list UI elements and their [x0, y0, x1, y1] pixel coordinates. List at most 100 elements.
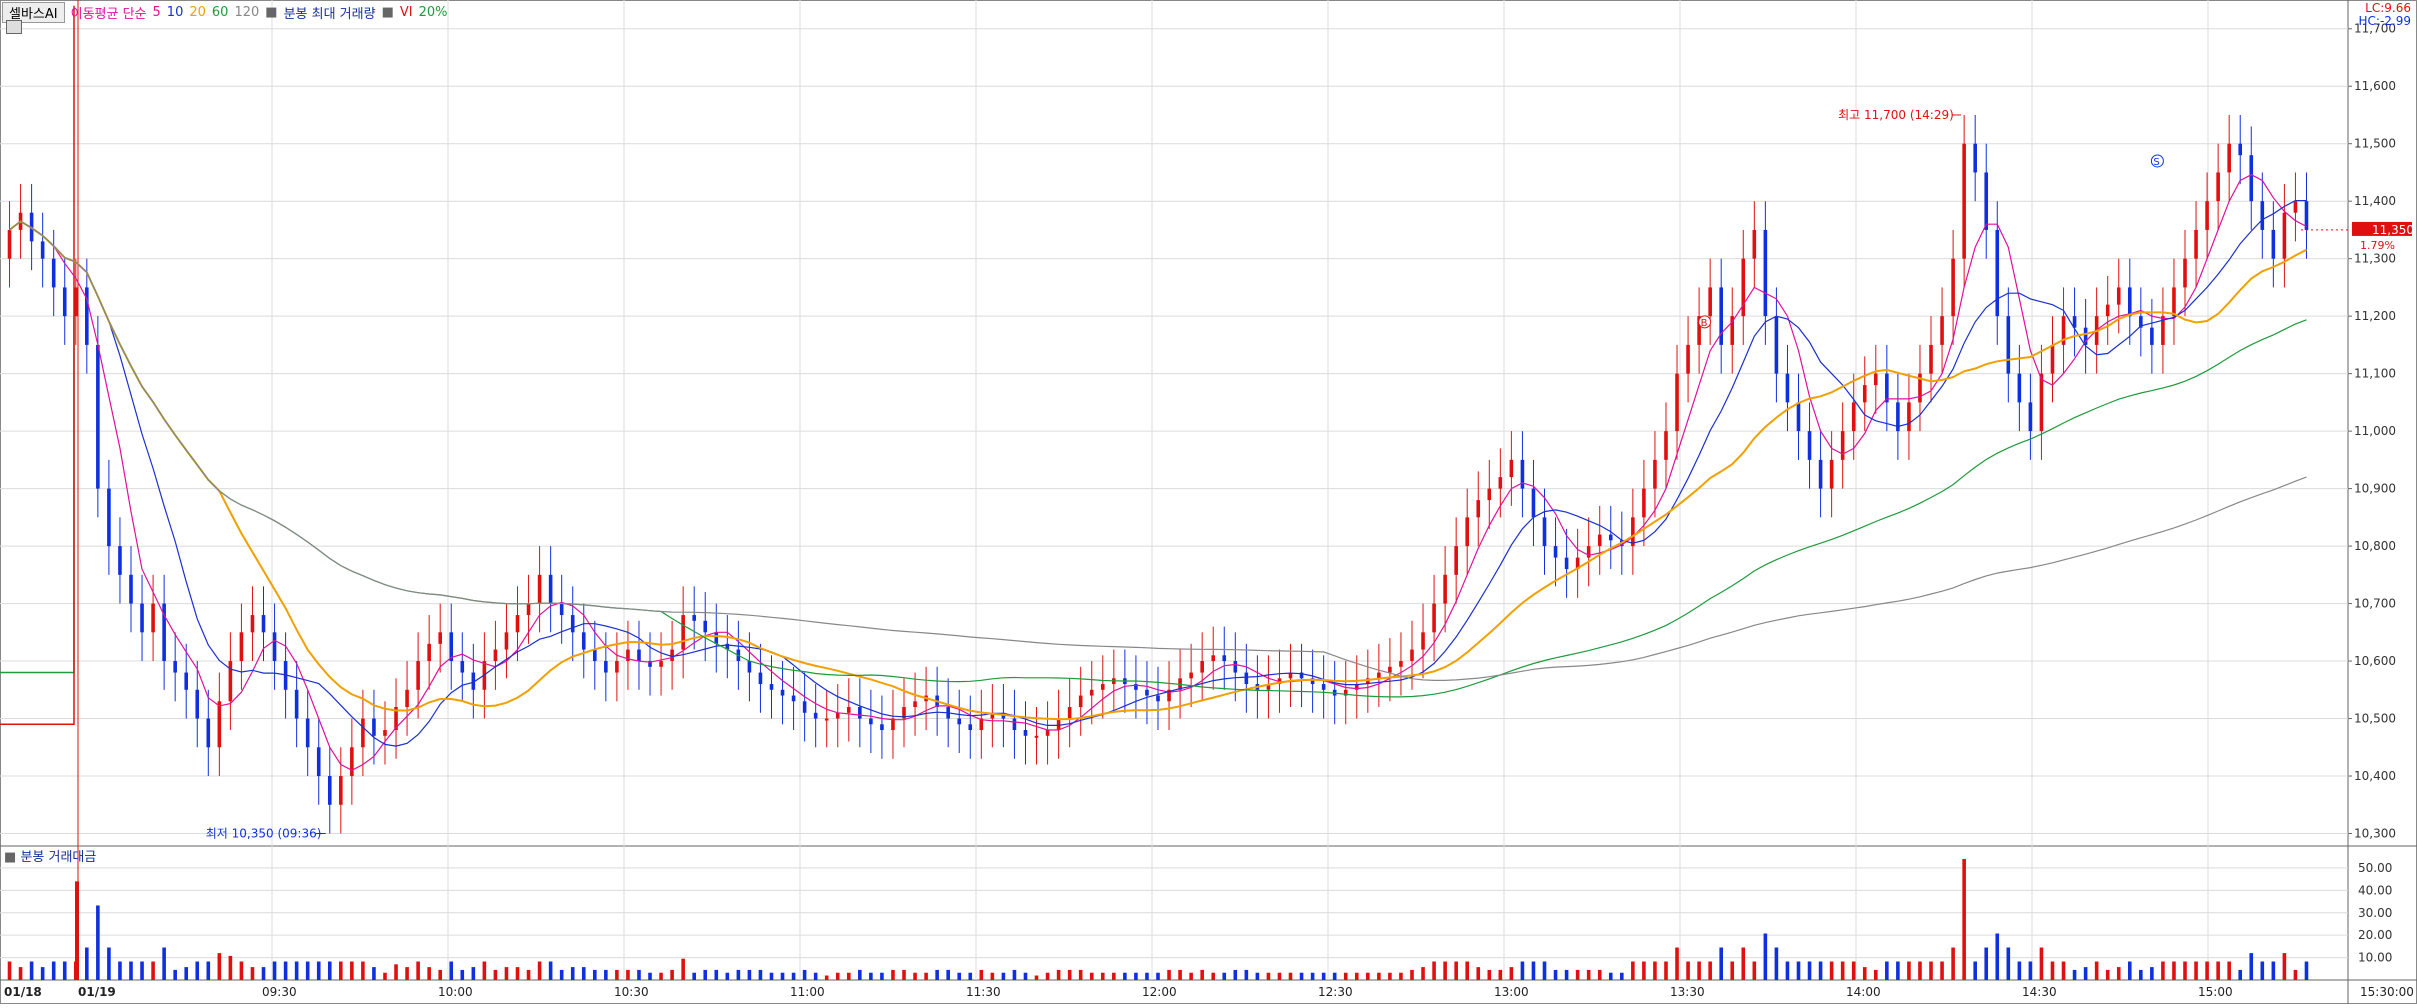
volume-bar	[51, 961, 56, 980]
candle-body	[2150, 327, 2154, 345]
candle-body	[2205, 201, 2209, 230]
volume-bar	[1266, 972, 1271, 980]
lc-label: LC:9.66	[2365, 1, 2411, 15]
candle-body	[902, 707, 906, 719]
candle-body	[537, 574, 542, 604]
candle-body	[615, 661, 619, 673]
candle-body	[626, 649, 630, 662]
volume-bar	[1123, 972, 1127, 980]
candle-body	[1134, 684, 1138, 690]
stock-name-tab[interactable]: 셀바스AI	[2, 2, 65, 23]
volume-bar	[858, 969, 862, 980]
candle-body	[1995, 229, 2000, 317]
candle-body	[1421, 632, 1425, 650]
volume-bar	[714, 969, 719, 980]
candle-body	[1454, 546, 1458, 575]
time-tick-label: 14:00	[1846, 985, 1881, 999]
candle-body	[1200, 661, 1204, 673]
candle-body	[659, 661, 663, 667]
volume-bar	[493, 969, 498, 980]
volume-bar	[1067, 969, 1072, 980]
candle-body	[2116, 287, 2121, 305]
candle-body	[880, 724, 884, 731]
time-tick-label: 15:30:00	[2360, 985, 2414, 999]
volume-bar	[2116, 967, 2121, 980]
candle-body	[2216, 172, 2220, 202]
volume-bar	[924, 972, 928, 980]
candle-body	[1443, 574, 1447, 604]
volume-bar	[1012, 969, 1017, 980]
volume-bar	[1774, 947, 1779, 980]
price-tick-label: 11,100	[2354, 367, 2396, 381]
candle-body	[858, 707, 862, 719]
candles-group	[7, 114, 2309, 834]
candle-body	[250, 615, 255, 633]
volume-bar	[1885, 961, 1889, 980]
candle-body	[1023, 730, 1028, 736]
candle-body	[151, 603, 155, 633]
candle-body	[913, 701, 917, 708]
candle-body	[173, 661, 177, 673]
candle-body	[2161, 316, 2165, 345]
volume-bar	[1410, 969, 1414, 980]
volume-bar	[1896, 961, 1900, 980]
volume-bar	[1045, 972, 1050, 980]
volume-bar	[1255, 972, 1260, 980]
volume-bar	[1575, 969, 1580, 980]
volume-bar	[1222, 972, 1227, 980]
candle-body	[350, 747, 354, 777]
candle-body	[217, 701, 222, 748]
candle-body	[316, 747, 321, 777]
candle-body	[835, 712, 840, 719]
candle-body	[1631, 517, 1635, 547]
candle-body	[846, 707, 851, 713]
vi-label: VI	[399, 5, 413, 20]
lc-hc-readout: LC:9.66 HC:-2.99	[2359, 2, 2412, 28]
volume-bar	[438, 969, 443, 980]
volume-bar	[350, 961, 354, 980]
candle-body	[1951, 258, 1955, 317]
moving-average-line-60	[9, 220, 2307, 698]
volume-bar	[62, 961, 67, 980]
volume-bar	[670, 969, 674, 980]
candle-body	[405, 689, 409, 708]
volume-bar	[1708, 961, 1712, 980]
candle-body	[2260, 201, 2265, 230]
volume-bar	[791, 972, 796, 980]
volume-bar	[504, 967, 509, 980]
volume-bar	[449, 961, 454, 980]
candle-body	[1366, 678, 1370, 685]
candle-body	[1818, 459, 1823, 489]
volume-bar	[1354, 972, 1359, 980]
price-tick-label: 10,600	[2354, 654, 2396, 668]
volume-bar	[1697, 961, 1701, 980]
candle-body	[1785, 373, 1790, 403]
volume-bar	[1918, 961, 1922, 980]
candle-body	[1222, 655, 1227, 662]
candle-body	[1763, 229, 1768, 317]
volume-bar	[1211, 972, 1216, 980]
volume-bar	[1454, 961, 1458, 980]
volume-bar	[1200, 969, 1204, 980]
candle-body	[1531, 488, 1536, 518]
price-tick-label: 11,200	[2354, 309, 2396, 323]
volume-bar	[217, 953, 222, 980]
candle-body	[1774, 316, 1779, 374]
candle-body	[2127, 287, 2132, 317]
volume-bar	[2161, 961, 2165, 980]
volume-tick-label: 30.00	[2358, 906, 2392, 920]
volume-bar	[1664, 961, 1668, 980]
volume-bar	[1907, 961, 1911, 980]
candle-body	[460, 661, 465, 673]
volume-bar	[2238, 969, 2243, 980]
volume-bar	[1167, 969, 1171, 980]
volume-bar	[758, 969, 763, 980]
volume-bar	[1321, 972, 1326, 980]
chart-menu-button[interactable]	[6, 20, 22, 34]
candle-body	[1321, 684, 1326, 690]
volume-bar	[1487, 969, 1492, 980]
volume-bar	[780, 972, 785, 980]
volume-bar	[2039, 947, 2044, 980]
candle-body	[1034, 735, 1039, 738]
